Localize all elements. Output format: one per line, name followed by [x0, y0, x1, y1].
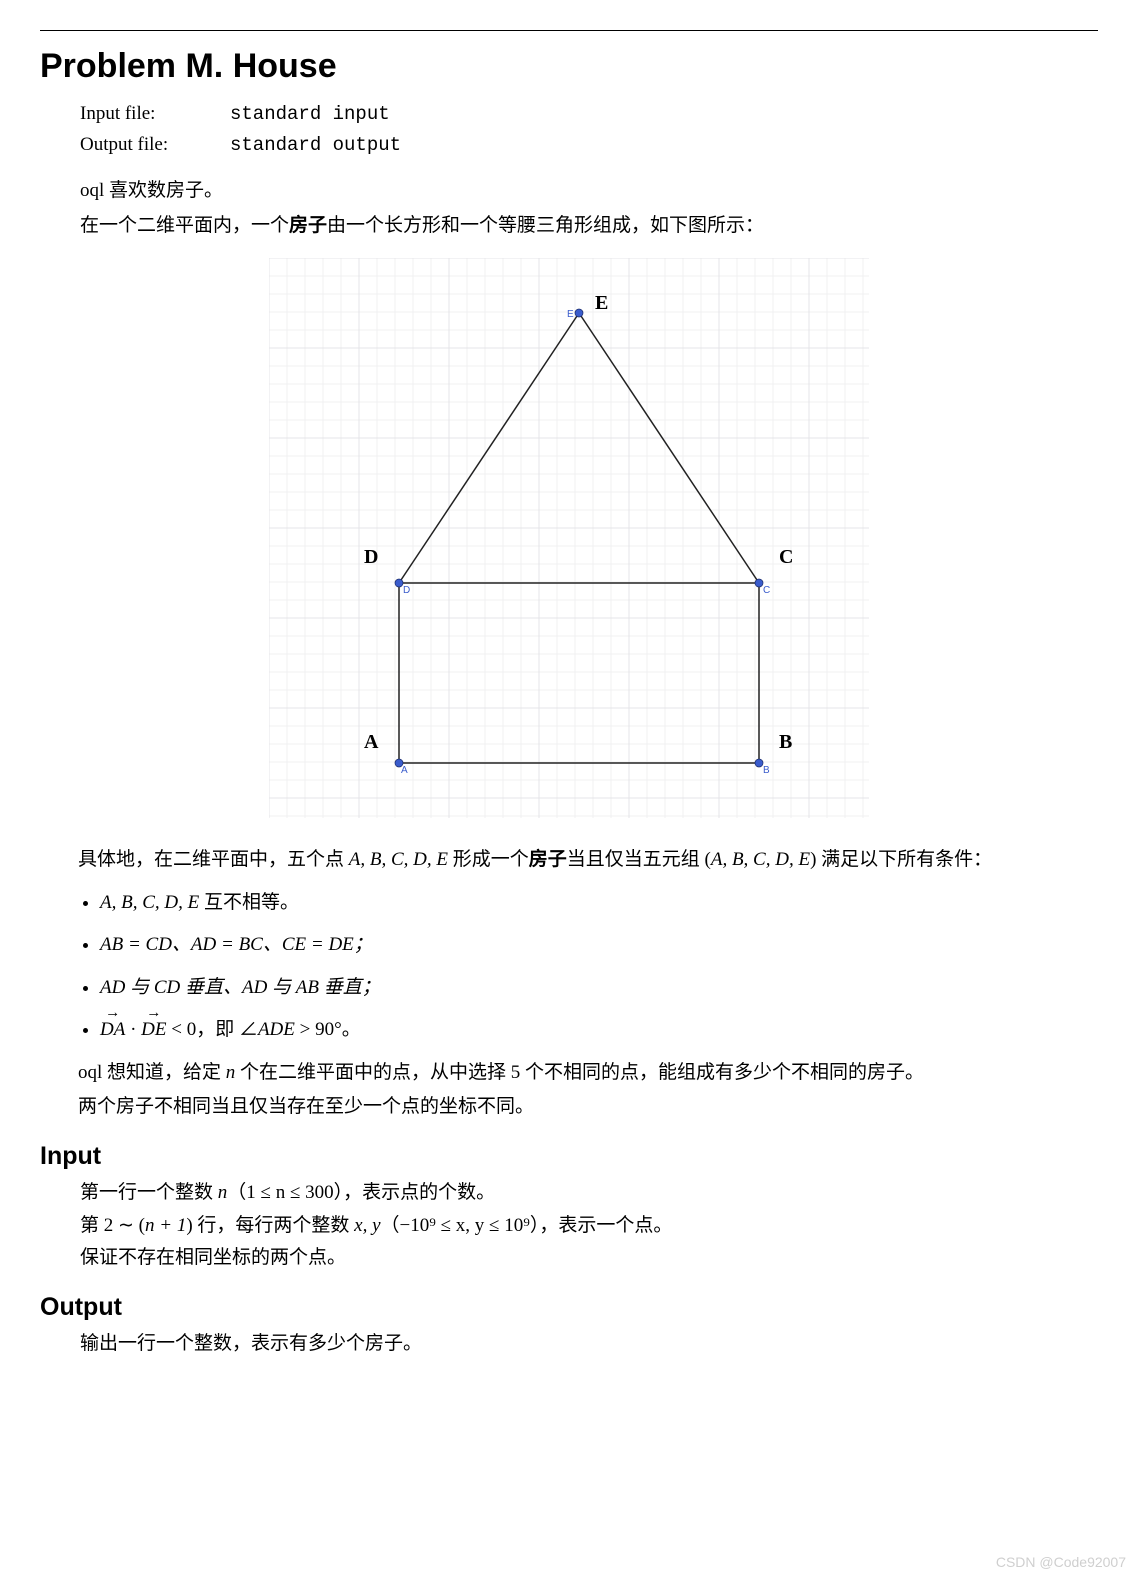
output-file-value: standard output — [230, 131, 401, 160]
output-body: 输出一行一个整数，表示有多少个房子。 — [80, 1330, 1098, 1359]
svg-text:B: B — [763, 765, 770, 776]
problem-title: Problem M. House — [40, 41, 1098, 92]
input-l1: 第一行一个整数 n（1 ≤ n ≤ 300），表示点的个数。 — [80, 1179, 1098, 1208]
input-file-value: standard input — [230, 100, 390, 129]
cond-4: DA · DE < 0，即 ∠ADE > 90°。 — [100, 1016, 1098, 1045]
cond-2: AB = CD、AD = BC、CE = DE； — [100, 931, 1098, 960]
input-heading: Input — [40, 1138, 1098, 1176]
top-divider — [40, 30, 1098, 31]
intro-line2-post: 由一个长方形和一个等腰三角形组成，如下图所示： — [327, 215, 764, 236]
file-info: Input file: standard input Output file: … — [80, 100, 1098, 159]
input-l2: 第 2 ∼ (n + 1) 行，每行两个整数 x, y（−10⁹ ≤ x, y … — [80, 1212, 1098, 1241]
svg-text:E: E — [595, 292, 608, 314]
cond-1: A, B, C, D, E 互不相等。 — [100, 889, 1098, 918]
svg-text:D: D — [403, 585, 410, 596]
svg-text:B: B — [779, 731, 792, 753]
svg-text:E: E — [567, 309, 574, 320]
house-diagram: A A B B C C D D E E — [40, 258, 1098, 818]
output-l1: 输出一行一个整数，表示有多少个房子。 — [80, 1330, 1098, 1359]
intro-line2-bold: 房子 — [289, 215, 327, 236]
cond-3: AD 与 CD 垂直、AD 与 AB 垂直； — [100, 974, 1098, 1003]
output-heading: Output — [40, 1289, 1098, 1327]
question-para: oql 想知道，给定 n 个在二维平面中的点，从中选择 5 个不相同的点，能组成… — [40, 1059, 1098, 1088]
svg-text:A: A — [364, 731, 379, 753]
input-l3: 保证不存在相同坐标的两个点。 — [80, 1244, 1098, 1273]
svg-text:C: C — [779, 546, 793, 568]
intro-line2: 在一个二维平面内，一个房子由一个长方形和一个等腰三角形组成，如下图所示： — [80, 212, 1098, 241]
watermark: CSDN @Code92007 — [996, 1552, 1126, 1573]
house-svg: A A B B C C D D E E — [269, 258, 869, 818]
input-file-label: Input file: — [80, 100, 230, 129]
intro-line2-pre: 在一个二维平面内，一个 — [80, 215, 289, 236]
svg-text:A: A — [401, 765, 408, 776]
output-file-label: Output file: — [80, 131, 230, 160]
conditions-para: 具体地，在二维平面中，五个点 A, B, C, D, E 形成一个房子当且仅当五… — [40, 846, 1098, 875]
conditions-list: A, B, C, D, E 互不相等。 AB = CD、AD = BC、CE =… — [100, 889, 1098, 1045]
svg-text:D: D — [364, 546, 378, 568]
intro-line1: oql 喜欢数房子。 — [80, 177, 1098, 206]
distinct-para: 两个房子不相同当且仅当存在至少一个点的坐标不同。 — [40, 1093, 1098, 1122]
svg-text:C: C — [763, 585, 770, 596]
input-body: 第一行一个整数 n（1 ≤ n ≤ 300），表示点的个数。 第 2 ∼ (n … — [80, 1179, 1098, 1273]
